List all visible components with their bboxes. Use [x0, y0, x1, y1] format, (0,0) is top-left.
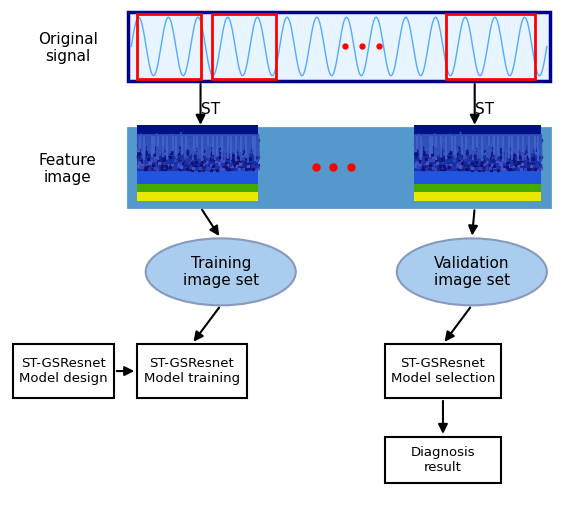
Text: ST: ST: [201, 102, 220, 117]
FancyBboxPatch shape: [414, 171, 541, 184]
FancyBboxPatch shape: [137, 171, 258, 184]
FancyBboxPatch shape: [137, 140, 258, 155]
Text: Original
signal: Original signal: [38, 32, 97, 64]
FancyBboxPatch shape: [137, 155, 258, 171]
Text: ST: ST: [474, 102, 494, 117]
Text: ST-GSResnet
Model design: ST-GSResnet Model design: [19, 357, 108, 385]
FancyBboxPatch shape: [414, 192, 541, 201]
FancyBboxPatch shape: [128, 12, 550, 81]
Ellipse shape: [146, 238, 296, 306]
FancyBboxPatch shape: [137, 192, 258, 201]
Text: Training
image set: Training image set: [183, 256, 259, 288]
FancyBboxPatch shape: [414, 155, 541, 171]
FancyBboxPatch shape: [414, 134, 541, 201]
Text: Diagnosis
result: Diagnosis result: [411, 446, 475, 474]
FancyBboxPatch shape: [13, 344, 114, 398]
Text: Validation
image set: Validation image set: [434, 256, 510, 288]
FancyBboxPatch shape: [385, 437, 501, 483]
FancyBboxPatch shape: [137, 344, 246, 398]
Text: ST-GSResnet
Model training: ST-GSResnet Model training: [144, 357, 240, 385]
FancyBboxPatch shape: [137, 134, 258, 201]
FancyBboxPatch shape: [385, 344, 501, 398]
FancyBboxPatch shape: [137, 184, 258, 192]
Text: Feature
image: Feature image: [39, 153, 97, 185]
FancyBboxPatch shape: [414, 184, 541, 192]
Ellipse shape: [397, 238, 547, 306]
Text: ST-GSResnet
Model selection: ST-GSResnet Model selection: [391, 357, 495, 385]
FancyBboxPatch shape: [414, 140, 541, 155]
FancyBboxPatch shape: [137, 124, 258, 140]
FancyBboxPatch shape: [128, 127, 550, 208]
FancyBboxPatch shape: [414, 124, 541, 140]
